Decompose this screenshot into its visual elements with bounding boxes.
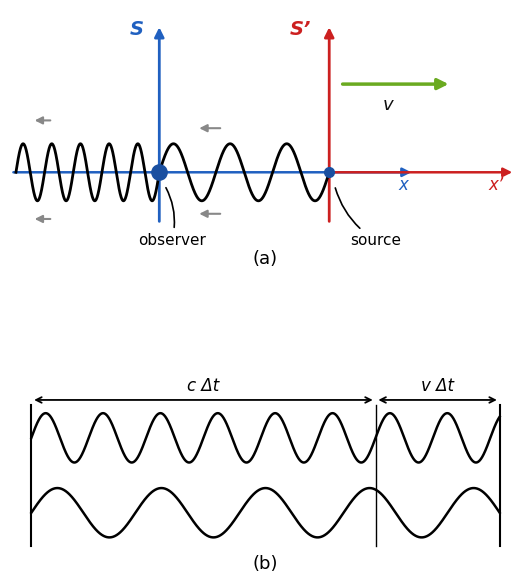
Text: S’: S’ [289, 20, 311, 39]
Text: (b): (b) [253, 555, 278, 573]
Text: x: x [398, 176, 408, 195]
Text: observer: observer [138, 188, 206, 248]
Text: S: S [130, 20, 144, 39]
Text: (a): (a) [253, 250, 278, 268]
Text: x’: x’ [489, 176, 503, 195]
Text: v: v [382, 96, 393, 114]
Text: source: source [335, 188, 401, 248]
Text: c Δt: c Δt [187, 377, 220, 395]
Text: v Δt: v Δt [421, 377, 454, 395]
